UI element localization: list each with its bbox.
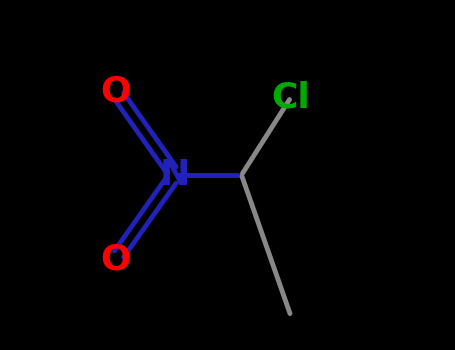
Text: O: O: [100, 74, 131, 108]
Text: O: O: [100, 242, 131, 276]
Text: Cl: Cl: [271, 81, 310, 115]
Text: N: N: [160, 158, 190, 192]
